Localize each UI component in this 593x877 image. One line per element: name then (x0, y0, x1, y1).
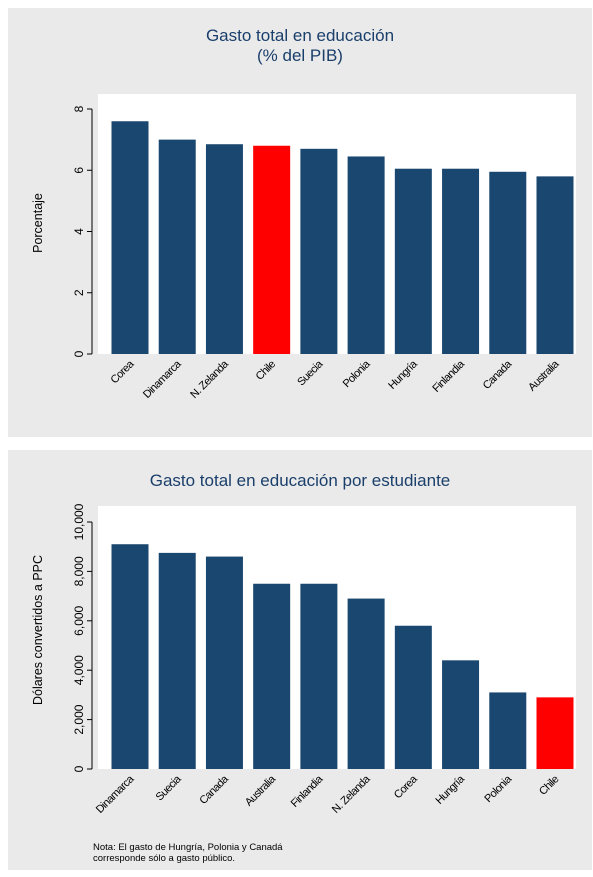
bar-chart-gdp: 0 2 4 6 8 Porcentaje Corea Dinamarca N. Zelanda C… (31, 105, 574, 401)
bar-canada (489, 171, 527, 354)
chart-title: Gasto total en educación por estudiante (149, 471, 451, 490)
bar-finlandia (300, 583, 338, 769)
x-tick-label: Dinamarca (141, 358, 184, 401)
footnote-line: corresponde sólo a gasto público. (93, 853, 236, 864)
x-tick-label: Chile (254, 358, 278, 382)
x-tick-label: Polonia (341, 358, 374, 391)
bar-corea (111, 121, 149, 354)
bar-chile (253, 145, 291, 354)
footnote: Nota: El gasto de Hungría, Polonia y Can… (93, 842, 283, 864)
bar-dinamarca (111, 544, 149, 769)
x-tick-label: Corea (109, 358, 138, 387)
x-tick-label: Polonia (482, 773, 515, 806)
bar-dinamarca (158, 139, 196, 354)
chart-title: Gasto total en educación (205, 26, 395, 45)
x-tick-label: Finlandia (289, 773, 326, 810)
x-tick-label: Chile (537, 773, 561, 797)
chart-subtitle: (% del PIB) (257, 46, 343, 65)
y-tick-label: 8,000 (72, 556, 86, 586)
y-tick-label: 2,000 (72, 704, 86, 734)
footnote-line: Nota: El gasto de Hungría, Polonia y Can… (93, 842, 283, 853)
bar-n-zelanda (347, 598, 385, 769)
bar-n-zelanda (205, 144, 243, 354)
y-tick-label: 4,000 (72, 655, 86, 685)
y-tick-label: 0 (72, 350, 86, 357)
x-tick-label: Suecia (295, 358, 326, 389)
x-tick-label: N. Zelanda (330, 773, 373, 816)
y-tick-label: 8 (72, 105, 86, 112)
chart-panel-gdp: Gasto total en educación (% del PIB) 0 2 4… (8, 8, 592, 437)
x-tick-label: Corea (392, 773, 421, 802)
x-tick-label: Dinamarca (94, 773, 137, 816)
y-axis-title: Dólares convertidos a PPC (31, 555, 45, 705)
x-tick-label: Canada (197, 773, 231, 807)
bar-chile (536, 697, 574, 769)
x-tick-label: Australia (526, 358, 562, 394)
y-tick-label: 4 (72, 228, 86, 235)
x-tick-label: Canada (481, 358, 515, 392)
x-tick-label: N. Zelanda (188, 358, 231, 401)
bar-australia (536, 176, 574, 354)
chart-panel-per-student: Gasto total en educación por estudiante … (8, 450, 592, 870)
x-tick-label: Hungría (386, 358, 420, 392)
bar-suecia (158, 552, 196, 769)
y-tick-label: 6 (72, 167, 86, 174)
bar-chart-per-student: 0 2,000 4,000 6,000 8,000 10,000 Dólares conve… (31, 503, 574, 816)
x-tick-label: Suecia (154, 773, 185, 804)
bar-suecia (300, 148, 338, 354)
bar-polonia (347, 156, 385, 354)
y-tick-label: 6,000 (72, 605, 86, 635)
x-tick-label: Finlandia (430, 358, 467, 395)
bar-hungr-a (442, 660, 480, 769)
bar-corea (394, 625, 432, 769)
bar-australia (253, 583, 291, 769)
bar-canada (205, 556, 243, 769)
y-tick-label: 0 (72, 765, 86, 772)
bar-polonia (489, 692, 527, 769)
bar-hungr-a (394, 168, 432, 354)
x-tick-label: Hungría (433, 773, 467, 807)
y-axis-title: Porcentaje (31, 193, 45, 253)
bar-finlandia (442, 168, 480, 354)
x-tick-label: Australia (243, 773, 279, 809)
y-tick-label: 10,000 (72, 503, 86, 540)
y-tick-label: 2 (72, 289, 86, 296)
